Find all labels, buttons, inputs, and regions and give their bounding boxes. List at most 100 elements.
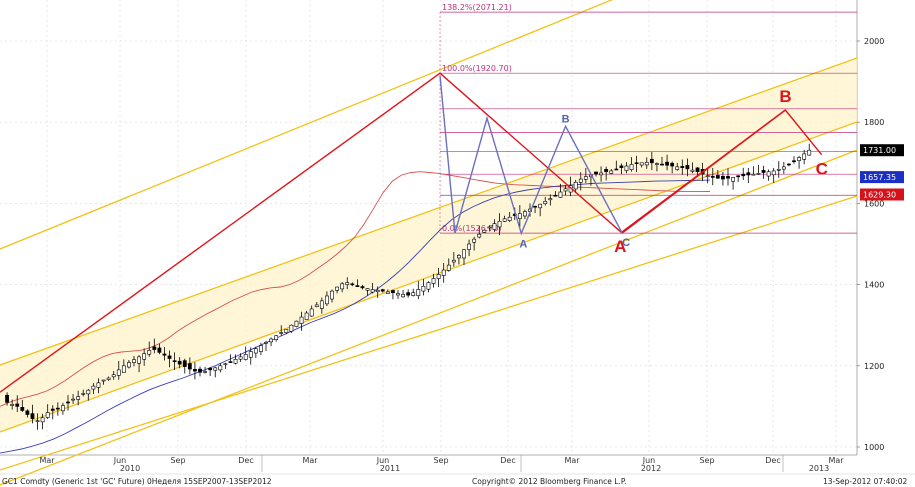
candle-body (208, 368, 213, 371)
candle-body (731, 177, 735, 182)
pattern-point-red-A: A (614, 237, 626, 256)
candle-body (406, 292, 411, 296)
candle-body (96, 382, 101, 388)
x-month-label: Sep (170, 456, 185, 465)
candle-body (294, 320, 299, 327)
candle-body (507, 216, 512, 221)
candle-body (228, 361, 233, 363)
x-month-label: Mar (828, 456, 844, 465)
candle-body (426, 282, 431, 290)
price-tag-label: 1657.35 (863, 173, 896, 182)
candle-body (193, 368, 197, 372)
candle-body (609, 170, 614, 174)
candle-body (619, 165, 624, 168)
candle-body (715, 175, 720, 179)
pattern-point-blue-C: C (622, 237, 630, 249)
candle-body (431, 278, 436, 284)
candle-body (15, 403, 20, 407)
candle-body (487, 226, 492, 229)
candle-body (127, 362, 131, 368)
channel-line-bottom (0, 195, 858, 471)
candle-body (604, 169, 609, 173)
candle-body (787, 163, 791, 166)
candle-body (355, 285, 360, 287)
candle-body (680, 166, 685, 168)
candle-body (558, 191, 563, 198)
candle-body (736, 175, 741, 178)
candle-body (741, 173, 746, 177)
candle-body (187, 363, 192, 370)
candle-body (370, 289, 375, 293)
candle-body (274, 335, 279, 341)
candle-body (55, 407, 60, 410)
candle-body (203, 371, 207, 373)
candle-body (162, 353, 167, 356)
candle-body (756, 173, 761, 175)
candle-body (360, 286, 365, 289)
x-month-label: Jun (113, 456, 127, 465)
ma-blue-line (0, 179, 711, 454)
y-tick-label: 1200 (864, 362, 884, 371)
candle-body (106, 377, 111, 380)
pattern-point-blue-A: A (519, 238, 527, 250)
candle-body (380, 289, 385, 292)
candle-body (492, 223, 497, 230)
candle-body (157, 347, 162, 353)
candle-body (665, 161, 669, 166)
candle-body (132, 359, 136, 363)
candle-body (578, 178, 583, 183)
candle-body (563, 188, 568, 192)
moving-averages (0, 171, 711, 454)
candle-body (802, 153, 807, 160)
candle-body (238, 356, 243, 360)
candle-body (462, 249, 466, 259)
channel-line-lower (0, 121, 858, 433)
channel-line-top (0, 0, 614, 250)
candle-body (594, 171, 598, 175)
candle-body (233, 359, 238, 364)
candle-body (111, 374, 116, 378)
candle-body (330, 290, 334, 300)
candle-body (304, 312, 309, 320)
price-tag-box (860, 171, 904, 184)
candle-body (396, 293, 400, 296)
candle-body (553, 194, 558, 197)
candle-body (279, 332, 284, 334)
candle-body (71, 398, 75, 401)
candle-body (223, 363, 228, 366)
price-tag-label: 1629.30 (863, 191, 896, 200)
candle-body (685, 165, 690, 170)
candle-body (583, 176, 588, 180)
grid-lines (0, 0, 858, 456)
candle-body (649, 158, 654, 164)
candle-body (533, 205, 537, 208)
candle-body (451, 259, 456, 263)
candle-body (416, 289, 421, 297)
x-year-label: 2011 (380, 464, 400, 473)
y-tick-label: 1000 (864, 443, 884, 452)
copyright: Copyright© 2012 Bloomberg Finance L.P. (472, 477, 627, 486)
candle-body (365, 288, 370, 291)
candle-body (243, 354, 248, 360)
candle-body (502, 218, 507, 222)
candle-body (391, 290, 395, 294)
x-axis: Mar Jun Sep Dec Mar Jun Sep Dec Mar Jun Sep Dec Mar2… (39, 455, 844, 473)
candle-body (385, 291, 390, 294)
fib-label-0: 138.2%(2071.21) (442, 3, 512, 12)
x-year-label: 2013 (809, 464, 829, 473)
instrument-footer: GC1 Comdty (Generic 1st 'GC' Future) 0Не… (2, 477, 272, 486)
candle-body (299, 316, 304, 324)
candle-body (792, 160, 796, 163)
candle-body (721, 175, 725, 180)
candle-body (523, 211, 527, 217)
candle-body (543, 201, 548, 204)
candle-body (10, 404, 15, 406)
candle-body (710, 175, 715, 178)
candle-body (761, 170, 766, 173)
candle-body (634, 162, 639, 165)
timestamp: 13-Sep-2012 07:40:02 (823, 477, 907, 486)
candle-body (319, 300, 324, 309)
candle-body (629, 164, 634, 170)
candle-body (172, 360, 177, 363)
x-month-label: Mar (564, 456, 580, 465)
